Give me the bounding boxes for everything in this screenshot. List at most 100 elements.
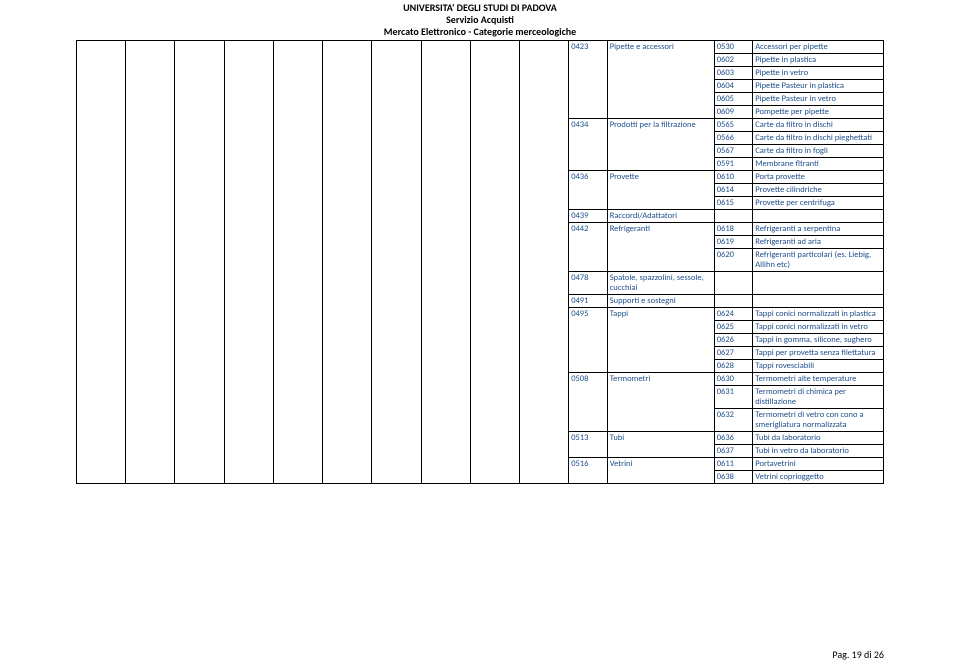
subcategory-name: Tappi rovesciabili <box>753 360 884 373</box>
empty-cell <box>224 41 273 484</box>
subcategory-name: Refrigeranti ad aria <box>753 236 884 249</box>
subcategory-code: 0530 <box>714 41 753 54</box>
subcategory-name: Provette cilindriche <box>753 184 884 197</box>
subcategory-code: 0619 <box>714 236 753 249</box>
subcategory-name: Portavetrini <box>753 458 884 471</box>
category-code: 0513 <box>569 432 608 458</box>
subcategory-code: 0638 <box>714 471 753 484</box>
empty-cell <box>372 41 421 484</box>
subcategory-name: Refrigeranti particolari (es. Liebig, Al… <box>753 249 884 272</box>
subcategory-name: Tappi conici normalizzati in vetro <box>753 321 884 334</box>
subcategory-code: 0637 <box>714 445 753 458</box>
subcategory-name: Provette per centrifuga <box>753 197 884 210</box>
empty-cell <box>175 41 224 484</box>
category-code: 0478 <box>569 272 608 295</box>
category-name: Vetrini <box>607 458 714 484</box>
category-name: Refrigeranti <box>607 223 714 272</box>
subcategory-code: 0624 <box>714 308 753 321</box>
subcategory-code: 0603 <box>714 67 753 80</box>
subcategory-name: Refrigeranti a serpentina <box>753 223 884 236</box>
subcategory-name: Pompette per pipette <box>753 106 884 119</box>
subcategory-code <box>714 295 753 308</box>
subcategory-code: 0567 <box>714 145 753 158</box>
subcategory-name: Termometri di vetro con cono a smeriglia… <box>753 409 884 432</box>
subcategory-code: 0602 <box>714 54 753 67</box>
subcategory-name: Termometri alte temperature <box>753 373 884 386</box>
category-code: 0439 <box>569 210 608 223</box>
subcategory-name <box>753 272 884 295</box>
table-row: 0423Pipette e accessori0530Accessori per… <box>77 41 884 54</box>
subcategory-name: Accessori per pipette <box>753 41 884 54</box>
subcategory-name: Vetrini coprioggetto <box>753 471 884 484</box>
subcategory-code: 0611 <box>714 458 753 471</box>
empty-cell <box>323 41 372 484</box>
subcategory-name: Tappi per provetta senza filettatura <box>753 347 884 360</box>
category-name: Raccordi/Adattatori <box>607 210 714 223</box>
category-name: Termometri <box>607 373 714 432</box>
category-name: Pipette e accessori <box>607 41 714 119</box>
subcategory-code: 0632 <box>714 409 753 432</box>
subcategory-code: 0605 <box>714 93 753 106</box>
subcategory-code: 0620 <box>714 249 753 272</box>
empty-cell <box>470 41 519 484</box>
category-code: 0491 <box>569 295 608 308</box>
subcategory-code: 0591 <box>714 158 753 171</box>
empty-cell <box>126 41 175 484</box>
subcategory-name: Termometri di chimica per distillazione <box>753 386 884 409</box>
subcategory-name: Carte da filtro in dischi <box>753 119 884 132</box>
header-title-3: Mercato Elettronico - Categorie merceolo… <box>0 26 960 38</box>
table-body: 0423Pipette e accessori0530Accessori per… <box>77 41 884 484</box>
empty-cell <box>519 41 568 484</box>
empty-cell <box>77 41 126 484</box>
subcategory-name: Pipette in plastica <box>753 54 884 67</box>
subcategory-code: 0630 <box>714 373 753 386</box>
category-code: 0436 <box>569 171 608 210</box>
subcategory-name: Tubi da laboratorio <box>753 432 884 445</box>
category-code: 0495 <box>569 308 608 373</box>
subcategory-code: 0609 <box>714 106 753 119</box>
subcategory-name: Pipette in vetro <box>753 67 884 80</box>
page-header: UNIVERSITA' DEGLI STUDI DI PADOVA Serviz… <box>0 0 960 40</box>
subcategory-name: Membrane fltranti <box>753 158 884 171</box>
empty-cell <box>421 41 470 484</box>
category-code: 0434 <box>569 119 608 171</box>
category-name: Tubi <box>607 432 714 458</box>
subcategory-code: 0565 <box>714 119 753 132</box>
subcategory-name: Tappi in gomma, silicone, sughero <box>753 334 884 347</box>
subcategory-code: 0615 <box>714 197 753 210</box>
subcategory-code: 0618 <box>714 223 753 236</box>
subcategory-code <box>714 210 753 223</box>
category-name: Prodotti per la filtrazione <box>607 119 714 171</box>
category-name: Spatole, spazzolini, sessole, cucchiai <box>607 272 714 295</box>
subcategory-code <box>714 272 753 295</box>
subcategory-code: 0614 <box>714 184 753 197</box>
category-code: 0516 <box>569 458 608 484</box>
category-code: 0423 <box>569 41 608 119</box>
subcategory-name: Carte da filtro in fogli <box>753 145 884 158</box>
subcategory-code: 0610 <box>714 171 753 184</box>
category-table: 0423Pipette e accessori0530Accessori per… <box>76 40 884 484</box>
category-name: Tappi <box>607 308 714 373</box>
subcategory-code: 0636 <box>714 432 753 445</box>
subcategory-code: 0627 <box>714 347 753 360</box>
subcategory-code: 0631 <box>714 386 753 409</box>
category-name: Supporti e sostegni <box>607 295 714 308</box>
subcategory-name <box>753 295 884 308</box>
subcategory-code: 0566 <box>714 132 753 145</box>
category-code: 0442 <box>569 223 608 272</box>
category-name: Provette <box>607 171 714 210</box>
subcategory-code: 0628 <box>714 360 753 373</box>
subcategory-name: Pipette Pasteur in plastica <box>753 80 884 93</box>
subcategory-code: 0625 <box>714 321 753 334</box>
subcategory-code: 0626 <box>714 334 753 347</box>
subcategory-code: 0604 <box>714 80 753 93</box>
subcategory-name <box>753 210 884 223</box>
empty-cell <box>273 41 322 484</box>
subcategory-name: Tappi conici normalizzati in plastica <box>753 308 884 321</box>
page-footer: Pag. 19 di 26 <box>832 648 884 661</box>
subcategory-name: Porta provette <box>753 171 884 184</box>
subcategory-name: Carte da filtro in dischi pieghettati <box>753 132 884 145</box>
subcategory-name: Tubi in vetro da laboratorio <box>753 445 884 458</box>
subcategory-name: Pipette Pasteur in vetro <box>753 93 884 106</box>
category-table-container: 0423Pipette e accessori0530Accessori per… <box>76 40 884 484</box>
